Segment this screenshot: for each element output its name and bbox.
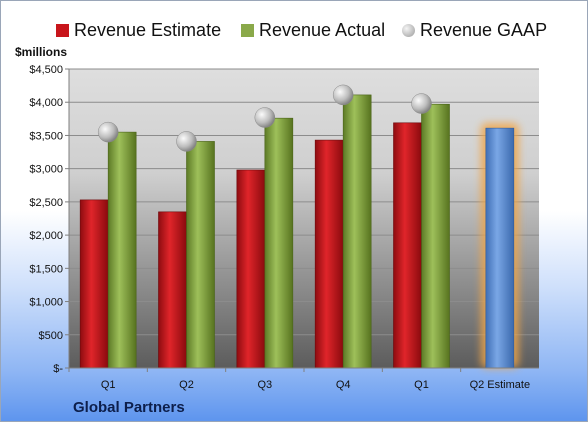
y-axis-ticks: $- $500 $1,000 $1,500 $2,000 $2,500 $3,000 $3,5… — [29, 64, 69, 375]
bar-revenue-estimate — [236, 169, 266, 369]
x-tick-label: Q3 — [257, 379, 272, 391]
x-tick-label: Q1 — [414, 379, 429, 391]
y-tick-label: $2,000 — [29, 230, 63, 242]
bar-revenue-estimate — [393, 122, 422, 369]
bar-revenue-estimate — [314, 139, 344, 369]
y-tick-label: $1,500 — [29, 263, 63, 275]
company-name: Global Partners — [73, 399, 185, 416]
y-tick-label: $1,000 — [29, 297, 63, 309]
forecast-bar — [485, 127, 515, 369]
legend-item-estimate: Revenue Estimate — [56, 17, 221, 43]
y-tick-label: $- — [53, 363, 63, 375]
bar-revenue-actual — [421, 103, 450, 369]
marker-revenue-gaap — [176, 131, 197, 152]
legend-label-estimate: Revenue Estimate — [74, 19, 222, 40]
plot-area — [69, 69, 539, 368]
y-tick-label: $3,000 — [29, 164, 63, 176]
legend-swatch-gaap — [402, 23, 415, 37]
legend-item-gaap: Revenue GAAP — [402, 17, 547, 43]
gridlines — [69, 68, 539, 336]
x-axis-ticks: Q1 Q2 Q3 Q4 Q1 Q2 Estimate — [68, 368, 531, 391]
marker-revenue-gaap — [254, 107, 276, 128]
bar-revenue-estimate — [79, 199, 109, 369]
marker-revenue-gaap — [411, 93, 432, 114]
marker-revenue-gaap — [332, 84, 354, 106]
legend-swatch-estimate — [56, 23, 69, 37]
y-tick-label: $2,500 — [29, 197, 63, 209]
y-axis-units-label: $millions — [15, 45, 68, 59]
bar-revenue-actual — [342, 94, 372, 369]
legend-label-actual: Revenue Actual — [259, 19, 386, 40]
bars — [79, 84, 519, 369]
bar-revenue-actual — [107, 131, 137, 369]
x-tick-label: Q2 Estimate — [470, 379, 531, 391]
x-tick-label: Q1 — [101, 379, 116, 391]
bar-revenue-estimate — [158, 211, 187, 369]
x-tick-label: Q2 — [179, 379, 194, 391]
legend: Revenue Estimate Revenue Actual Revenue … — [1, 17, 587, 43]
y-tick-label: $4,500 — [29, 64, 63, 76]
legend-label-gaap: Revenue GAAP — [420, 19, 548, 40]
marker-revenue-gaap — [97, 121, 119, 143]
bar-revenue-actual — [186, 141, 215, 369]
y-tick-label: $500 — [39, 330, 63, 342]
bar-revenue-actual — [264, 117, 294, 369]
x-tick-label: Q4 — [336, 379, 351, 391]
legend-item-actual: Revenue Actual — [241, 17, 385, 43]
y-tick-label: $3,500 — [29, 130, 63, 142]
y-tick-label: $4,000 — [29, 97, 63, 109]
legend-swatch-actual — [241, 23, 254, 37]
